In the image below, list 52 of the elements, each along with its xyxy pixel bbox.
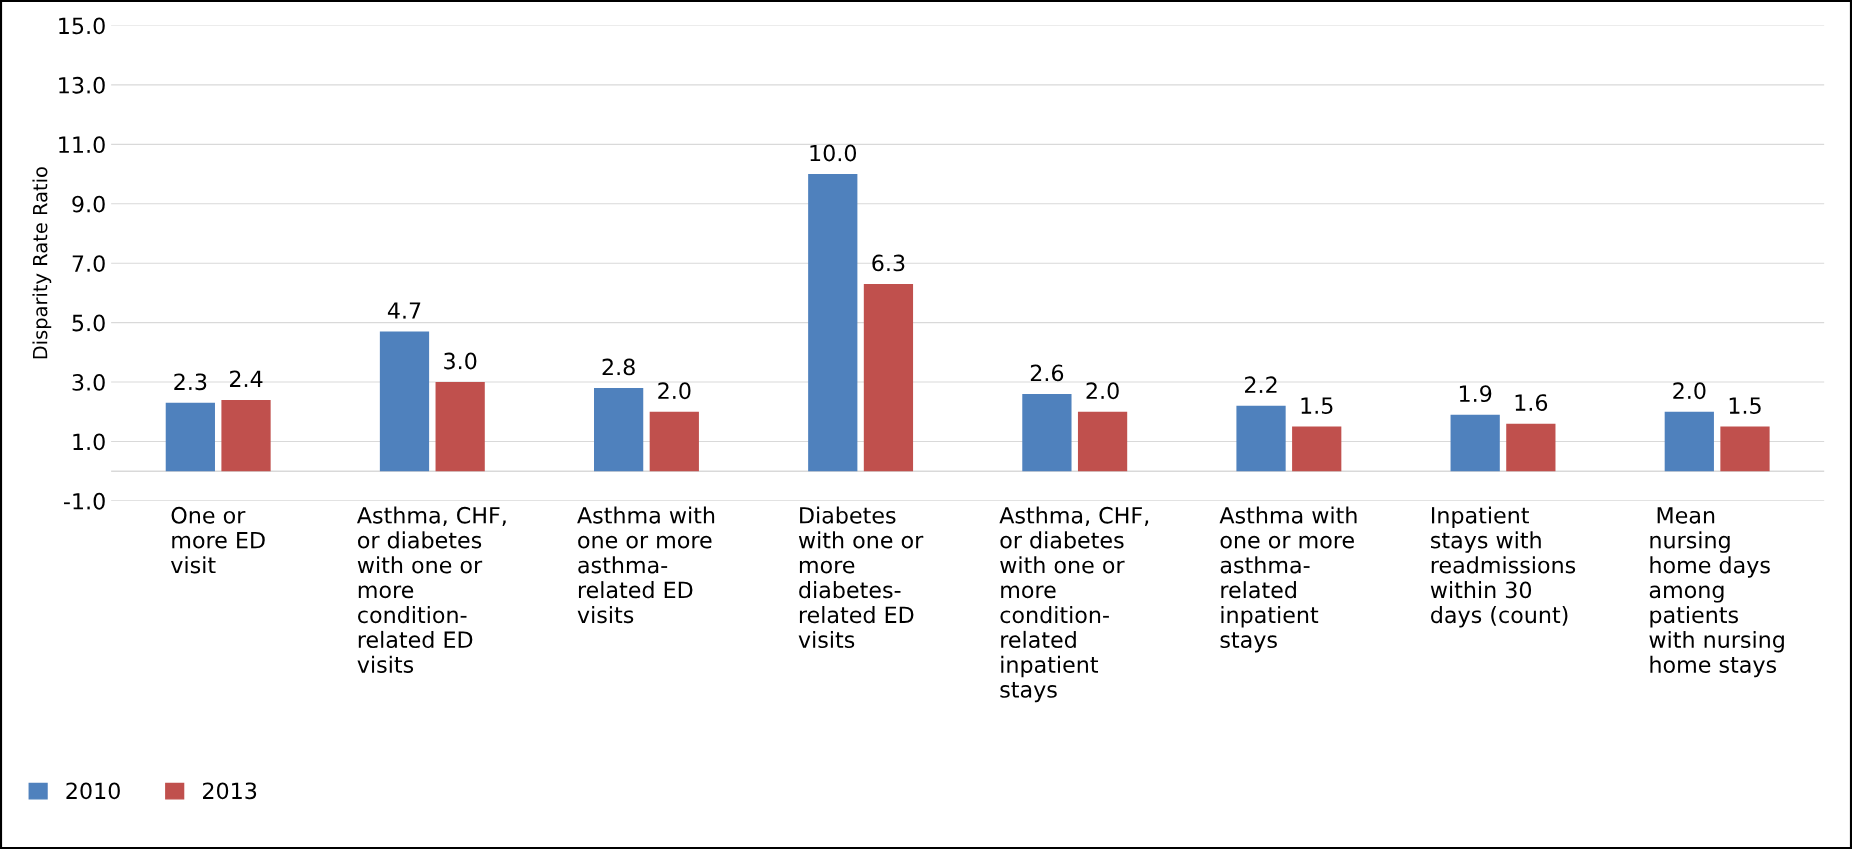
bar <box>1077 411 1128 472</box>
x-tick-label: Mean nursing home days among patients with nursing home stays <box>1649 507 1784 678</box>
data-label: 2.6 <box>1030 364 1064 382</box>
data-label: 2.2 <box>1245 376 1277 393</box>
data-label: 2.4 <box>229 370 263 387</box>
legend-label: 2013 <box>203 782 257 800</box>
x-tick-label: Inpatient stays with readmissions within 30 days (count) <box>1430 506 1576 628</box>
data-label: 4.7 <box>387 302 421 319</box>
data-label: 1.9 <box>1459 385 1492 403</box>
bar <box>1236 405 1286 472</box>
y-tick-label: -1.0 <box>63 492 105 510</box>
data-label: 2.0 <box>658 382 691 400</box>
data-label: 2.3 <box>174 373 207 391</box>
bar <box>165 402 215 472</box>
y-tick-label: 5.0 <box>72 314 105 332</box>
bar <box>1506 423 1556 472</box>
bar <box>1450 414 1500 472</box>
y-tick-label: 9.0 <box>72 195 105 213</box>
x-tick-label: Asthma, CHF, or diabetes with one or more condition- related inpatient stays <box>999 506 1149 703</box>
data-label: 1.6 <box>1515 394 1548 412</box>
bar <box>594 387 644 472</box>
bar <box>1720 426 1770 472</box>
bar <box>379 331 430 472</box>
data-label: 1.5 <box>1729 397 1761 414</box>
data-label: 2.0 <box>1673 382 1706 400</box>
y-tick-label: 13.0 <box>59 76 105 94</box>
y-tick-label: 3.0 <box>72 374 105 391</box>
bar <box>649 411 699 472</box>
y-tick-label: 15.0 <box>59 17 105 35</box>
x-tick-label: Asthma, CHF, or diabetes with one or more condition- related ED visits <box>356 506 506 673</box>
x-tick-label: Asthma with one or more asthma- related inpatient stays <box>1219 506 1357 653</box>
data-label: 2.0 <box>1086 382 1119 400</box>
data-label: 3.0 <box>444 352 477 370</box>
y-tick-label: 11.0 <box>59 136 105 154</box>
data-label: 1.5 <box>1301 397 1333 414</box>
bar <box>863 283 914 472</box>
x-tick-label: Asthma with one or more asthma- related ED visits <box>577 506 715 624</box>
bar <box>1292 426 1342 472</box>
x-tick-label: Diabetes with one or more diabetes- related ED visits <box>798 506 924 649</box>
x-tick-label: One or more ED visit <box>170 506 265 574</box>
y-axis-title: Disparity Rate Ratio <box>32 167 52 359</box>
bar <box>1664 411 1714 472</box>
data-label: 2.8 <box>602 358 635 376</box>
bar <box>435 382 485 472</box>
y-tick-label: 1.0 <box>73 433 105 451</box>
bar <box>221 399 271 472</box>
bar <box>808 174 858 472</box>
y-tick-label: 7.0 <box>72 255 105 272</box>
data-label: 6.3 <box>872 254 905 272</box>
bar <box>1022 393 1072 472</box>
data-label: 10.0 <box>810 144 857 162</box>
legend-label: 2010 <box>66 782 120 800</box>
